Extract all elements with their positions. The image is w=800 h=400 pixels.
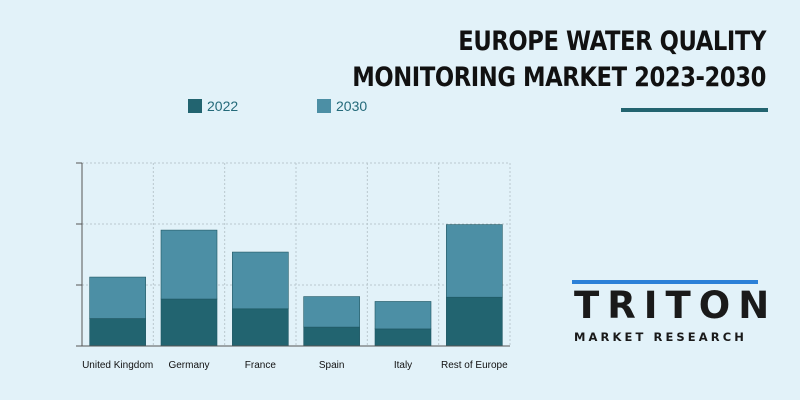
legend-label-2022: 2022 [207,98,238,114]
legend: 2022 2030 [188,98,367,114]
bar-2022-united-kingdom [89,318,146,347]
x-tick-label: Spain [319,360,345,371]
bar-2022-france [232,308,289,347]
x-tick-label: Italy [394,360,412,371]
bar-2022-germany [160,298,218,347]
logo-wordmark: TRITON [574,284,778,327]
x-tick-label: France [245,360,277,371]
legend-swatch-2030 [317,99,331,113]
logo-tagline: MARKET RESEARCH [574,330,747,344]
bar-2030-rest-of-europe [446,224,503,298]
bar-2022-italy [374,328,432,347]
x-tick-label: United Kingdom [82,360,153,371]
bar-2030-spain [303,296,360,328]
triton-logo: TRITON MARKET RESEARCH [572,280,769,348]
bar-2022-spain [303,326,360,347]
bar-2030-germany [160,229,218,300]
x-tick-label: Rest of Europe [441,360,508,371]
x-tick-labels: United Kingdom Germany France Spain Italy Res… [82,360,508,371]
bar-2022-rest-of-europe [446,296,503,347]
grid [82,162,511,346]
title-underline [621,108,768,112]
bar-2030-italy [374,301,432,330]
legend-swatch-2022 [188,99,202,113]
legend-label-2030: 2030 [336,98,367,114]
bar-2030-france [232,251,289,310]
axes [76,162,510,347]
logo-accent-bar [572,280,758,284]
chart-title: EUROPE WATER QUALITY MONITORING MARKET 2… [352,26,766,93]
bars [89,224,503,347]
x-tick-label: Germany [168,360,209,371]
bar-2030-united-kingdom [89,276,146,319]
